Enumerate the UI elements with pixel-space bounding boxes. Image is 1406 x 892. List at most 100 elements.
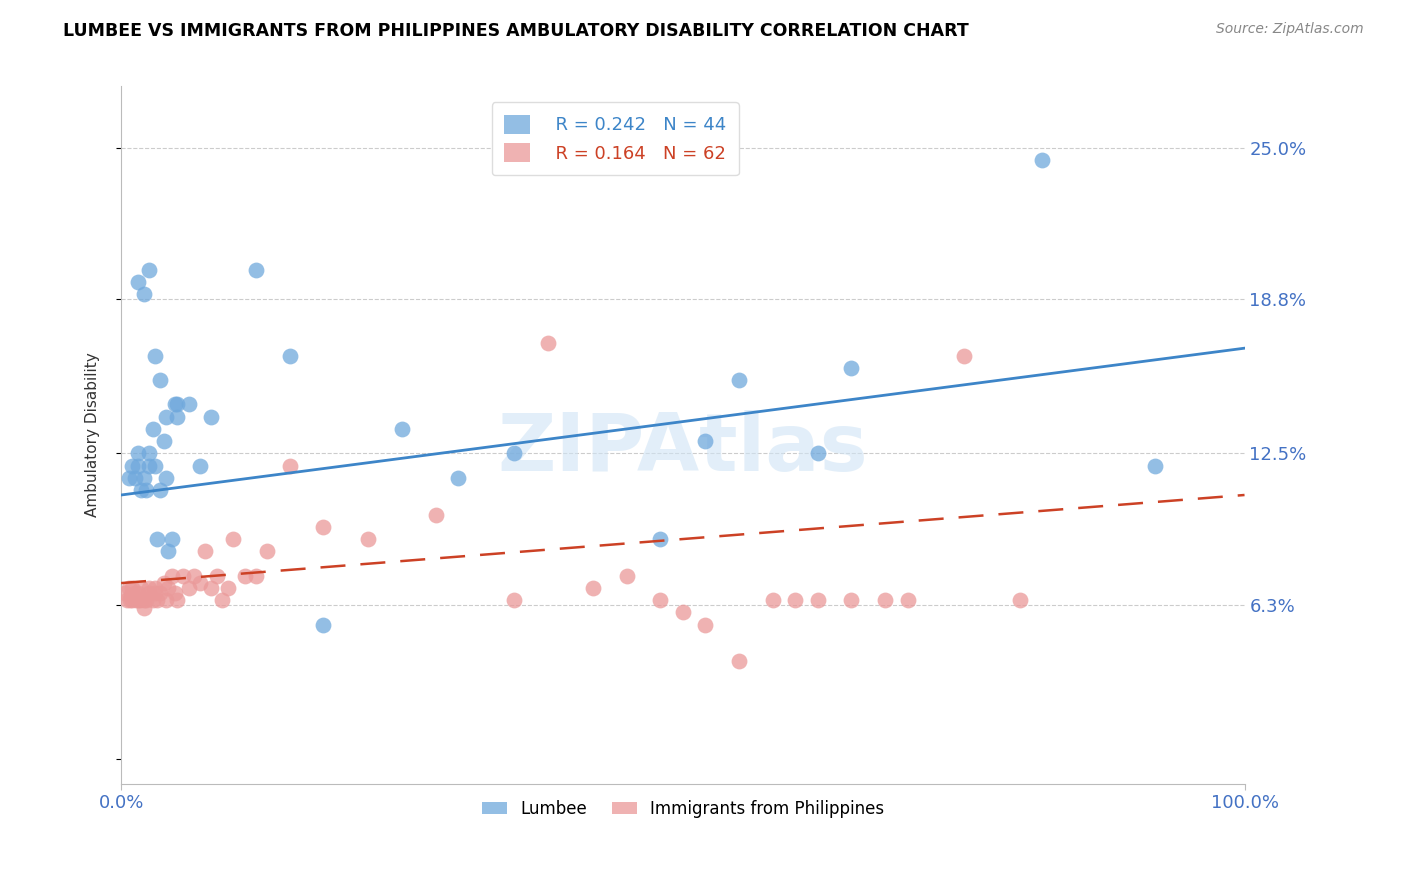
Point [149, 586, 172, 600]
Point [695, 434, 717, 449]
Point [217, 581, 239, 595]
Point [127, 458, 149, 473]
Point [166, 409, 188, 424]
Point [143, 349, 166, 363]
Point [153, 434, 176, 449]
Point [121, 593, 143, 607]
Point [125, 593, 148, 607]
Point [160, 532, 183, 546]
Point [256, 544, 278, 558]
Point [143, 586, 166, 600]
Point [132, 593, 155, 607]
Point [245, 263, 267, 277]
Point [157, 581, 180, 595]
Point [1008, 593, 1031, 607]
Point [131, 483, 153, 497]
Point [118, 581, 141, 595]
Point [873, 593, 896, 607]
Point [616, 568, 638, 582]
Point [177, 397, 200, 411]
Point [205, 568, 228, 582]
Point [115, 593, 138, 607]
Point [138, 586, 160, 600]
Point [952, 349, 974, 363]
Point [503, 446, 526, 460]
Point [138, 581, 160, 595]
Point [312, 617, 335, 632]
Point [1031, 153, 1053, 167]
Point [357, 532, 380, 546]
Text: ZIPAtlas: ZIPAtlas [498, 410, 869, 488]
Point [200, 409, 222, 424]
Point [391, 422, 413, 436]
Point [695, 617, 717, 632]
Point [177, 581, 200, 595]
Point [114, 586, 136, 600]
Point [211, 593, 233, 607]
Y-axis label: Ambulatory Disability: Ambulatory Disability [86, 352, 100, 517]
Point [183, 568, 205, 582]
Point [155, 409, 177, 424]
Point [245, 568, 267, 582]
Point [124, 471, 146, 485]
Point [537, 336, 560, 351]
Point [233, 568, 256, 582]
Point [120, 588, 142, 602]
Point [127, 275, 149, 289]
Point [135, 593, 157, 607]
Point [807, 593, 830, 607]
Point [138, 446, 160, 460]
Point [143, 581, 166, 595]
Point [124, 586, 146, 600]
Point [425, 508, 447, 522]
Point [149, 373, 172, 387]
Point [222, 532, 245, 546]
Point [896, 593, 918, 607]
Point [165, 586, 187, 600]
Point [165, 397, 187, 411]
Point [120, 593, 142, 607]
Text: Source: ZipAtlas.com: Source: ZipAtlas.com [1216, 22, 1364, 37]
Point [160, 568, 183, 582]
Point [312, 520, 335, 534]
Point [172, 568, 194, 582]
Point [166, 593, 188, 607]
Point [149, 483, 172, 497]
Point [1143, 458, 1166, 473]
Point [728, 654, 751, 668]
Point [138, 458, 160, 473]
Point [807, 446, 830, 460]
Point [132, 471, 155, 485]
Point [118, 471, 141, 485]
Point [121, 581, 143, 595]
Point [672, 606, 695, 620]
Point [146, 532, 169, 546]
Point [131, 581, 153, 595]
Point [728, 373, 751, 387]
Point [142, 593, 165, 607]
Point [129, 593, 152, 607]
Point [121, 458, 143, 473]
Point [278, 349, 301, 363]
Point [155, 471, 177, 485]
Point [841, 593, 863, 607]
Point [127, 593, 149, 607]
Point [127, 586, 149, 600]
Point [762, 593, 785, 607]
Point [146, 593, 169, 607]
Text: LUMBEE VS IMMIGRANTS FROM PHILIPPINES AMBULATORY DISABILITY CORRELATION CHART: LUMBEE VS IMMIGRANTS FROM PHILIPPINES AM… [63, 22, 969, 40]
Point [582, 581, 605, 595]
Point [166, 397, 188, 411]
Point [650, 532, 672, 546]
Point [188, 458, 211, 473]
Point [200, 581, 222, 595]
Point [650, 593, 672, 607]
Point [188, 576, 211, 591]
Point [194, 544, 217, 558]
Point [142, 422, 165, 436]
Point [143, 458, 166, 473]
Legend: Lumbee, Immigrants from Philippines: Lumbee, Immigrants from Philippines [475, 793, 891, 824]
Point [127, 446, 149, 460]
Point [222, 67, 245, 81]
Point [132, 600, 155, 615]
